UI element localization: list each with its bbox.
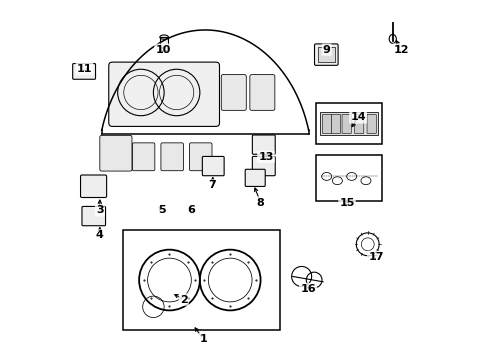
Text: 16: 16 <box>300 284 315 294</box>
Text: 3: 3 <box>96 205 103 215</box>
Bar <box>319 112 378 135</box>
Text: 9: 9 <box>322 45 330 55</box>
Text: 13: 13 <box>258 152 273 162</box>
FancyBboxPatch shape <box>81 175 106 198</box>
FancyBboxPatch shape <box>331 114 340 134</box>
FancyBboxPatch shape <box>161 143 183 171</box>
Text: 17: 17 <box>367 252 383 262</box>
Text: 8: 8 <box>256 198 264 207</box>
Bar <box>315 155 381 202</box>
Bar <box>123 230 280 330</box>
Bar <box>315 103 381 144</box>
FancyBboxPatch shape <box>202 157 224 176</box>
FancyBboxPatch shape <box>252 135 275 154</box>
FancyBboxPatch shape <box>244 169 264 186</box>
FancyBboxPatch shape <box>100 135 132 171</box>
FancyBboxPatch shape <box>314 44 337 65</box>
Text: 5: 5 <box>158 205 165 215</box>
FancyBboxPatch shape <box>82 206 105 226</box>
Text: 11: 11 <box>77 64 92 73</box>
FancyBboxPatch shape <box>189 143 212 171</box>
Text: 6: 6 <box>186 205 194 215</box>
FancyBboxPatch shape <box>108 62 219 126</box>
FancyBboxPatch shape <box>132 143 155 171</box>
FancyBboxPatch shape <box>354 114 363 134</box>
FancyBboxPatch shape <box>322 114 331 134</box>
Text: 1: 1 <box>199 334 207 344</box>
Text: 12: 12 <box>392 45 408 55</box>
Text: 14: 14 <box>349 112 365 122</box>
Text: 2: 2 <box>180 295 187 305</box>
FancyBboxPatch shape <box>252 157 275 176</box>
Bar <box>160 37 168 50</box>
Text: 4: 4 <box>96 230 103 240</box>
FancyBboxPatch shape <box>249 75 274 111</box>
FancyBboxPatch shape <box>73 64 95 79</box>
Text: 10: 10 <box>155 45 170 55</box>
FancyBboxPatch shape <box>341 114 350 134</box>
Text: 7: 7 <box>208 180 216 190</box>
Text: 15: 15 <box>339 198 354 208</box>
FancyBboxPatch shape <box>221 75 246 111</box>
Bar <box>317 48 334 62</box>
FancyBboxPatch shape <box>366 114 376 134</box>
